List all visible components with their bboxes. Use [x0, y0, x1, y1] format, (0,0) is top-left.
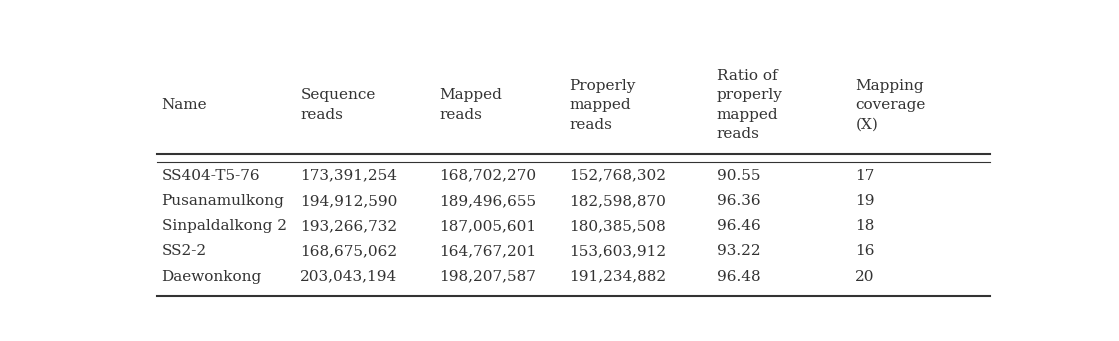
Text: Daewonkong: Daewonkong [161, 270, 262, 284]
Text: 18: 18 [855, 219, 875, 233]
Text: Ratio of
properly
mapped
reads: Ratio of properly mapped reads [716, 69, 782, 142]
Text: 182,598,870: 182,598,870 [570, 194, 666, 208]
Text: 168,702,270: 168,702,270 [439, 168, 536, 182]
Text: 96.36: 96.36 [716, 194, 760, 208]
Text: 96.48: 96.48 [716, 270, 760, 284]
Text: 16: 16 [855, 244, 875, 258]
Text: 90.55: 90.55 [716, 168, 760, 182]
Text: 153,603,912: 153,603,912 [570, 244, 666, 258]
Text: 191,234,882: 191,234,882 [570, 270, 666, 284]
Text: Pusanamulkong: Pusanamulkong [161, 194, 284, 208]
Text: 168,675,062: 168,675,062 [300, 244, 397, 258]
Text: 19: 19 [855, 194, 875, 208]
Text: 93.22: 93.22 [716, 244, 760, 258]
Text: 194,912,590: 194,912,590 [300, 194, 397, 208]
Text: Properly
mapped
reads: Properly mapped reads [570, 79, 636, 132]
Text: SS2-2: SS2-2 [161, 244, 207, 258]
Text: Sinpaldalkong 2: Sinpaldalkong 2 [161, 219, 286, 233]
Text: 198,207,587: 198,207,587 [439, 270, 536, 284]
Text: 173,391,254: 173,391,254 [300, 168, 397, 182]
Text: 187,005,601: 187,005,601 [439, 219, 536, 233]
Text: 96.46: 96.46 [716, 219, 760, 233]
Text: 189,496,655: 189,496,655 [439, 194, 536, 208]
Text: 17: 17 [855, 168, 875, 182]
Text: 203,043,194: 203,043,194 [300, 270, 397, 284]
Text: Sequence
reads: Sequence reads [300, 89, 376, 122]
Text: 20: 20 [855, 270, 875, 284]
Text: 193,266,732: 193,266,732 [300, 219, 397, 233]
Text: Mapping
coverage
(X): Mapping coverage (X) [855, 79, 925, 132]
Text: Name: Name [161, 98, 207, 112]
Text: Mapped
reads: Mapped reads [439, 89, 502, 122]
Text: 152,768,302: 152,768,302 [570, 168, 666, 182]
Text: 180,385,508: 180,385,508 [570, 219, 666, 233]
Text: SS404-T5-76: SS404-T5-76 [161, 168, 261, 182]
Text: 164,767,201: 164,767,201 [439, 244, 536, 258]
